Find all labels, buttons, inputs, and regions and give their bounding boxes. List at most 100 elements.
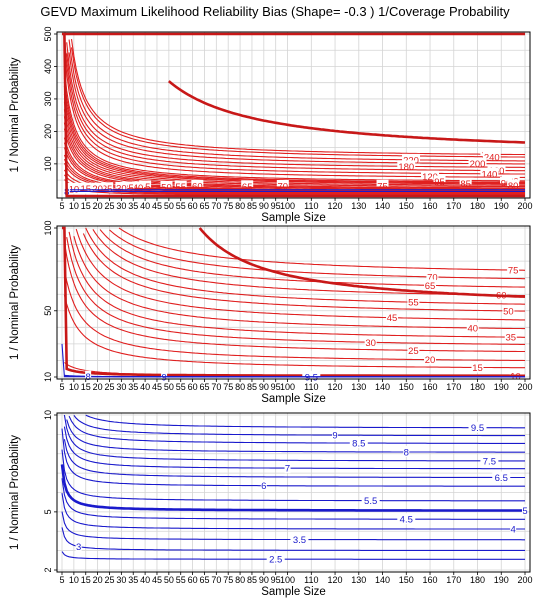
contour-label: 55	[408, 298, 419, 309]
x-tick-label: 90	[259, 575, 269, 585]
contour-label: 4.5	[400, 515, 413, 526]
contour-label-bg	[75, 540, 82, 552]
contour-label-bg	[492, 471, 511, 483]
contour-line	[63, 77, 525, 183]
x-tick-label: 130	[351, 201, 366, 211]
y-tick-label: 200	[43, 124, 53, 139]
contour-line	[62, 32, 525, 198]
x-tick-label: 180	[470, 201, 485, 211]
x-tick-label: 5	[59, 201, 64, 211]
contour-line	[63, 269, 526, 362]
contour-line	[167, 80, 526, 144]
x-tick-label: 80	[235, 382, 245, 392]
chart-title: GEVD Maximum Likelihood Reliability Bias…	[40, 4, 510, 19]
contour-label: 40	[467, 323, 478, 334]
x-tick-label: 140	[375, 382, 390, 392]
contour-label: 4	[510, 525, 515, 536]
contour-label-bg	[403, 445, 410, 457]
x-tick-label: 50	[164, 382, 174, 392]
y-axis-label: 1 / Nominal Probability	[9, 435, 21, 550]
contour-label-bg	[507, 179, 520, 191]
contour-label: 9	[161, 372, 166, 383]
x-tick-label: 95	[271, 382, 281, 392]
x-tick-label: 160	[423, 382, 438, 392]
contour-line	[62, 33, 525, 191]
y-tick-label: 500	[43, 26, 53, 41]
contour-label: 65	[425, 281, 436, 292]
x-tick-label: 100	[280, 201, 295, 211]
contour-label: 8	[404, 447, 409, 458]
x-tick-label: 55	[176, 575, 186, 585]
y-tick-label: 100	[43, 156, 53, 171]
y-axis-label: 1 / Nominal Probability	[9, 245, 21, 360]
contour-label-bg	[115, 181, 128, 193]
contour-label-bg	[522, 504, 528, 516]
contour-line	[118, 227, 526, 271]
x-tick-label: 120	[328, 201, 343, 211]
y-tick-label: 50	[43, 306, 53, 316]
contour-line	[61, 551, 525, 560]
x-tick-label: 70	[211, 575, 221, 585]
contour-line	[63, 116, 525, 189]
x-tick-label: 15	[81, 382, 91, 392]
y-tick-label: 300	[43, 91, 53, 106]
contour-line	[75, 228, 525, 321]
contour-line	[63, 294, 525, 369]
x-tick-label: 20	[93, 382, 103, 392]
x-tick-label: 40	[140, 201, 150, 211]
contour-line	[61, 428, 525, 487]
contour-label: 5.5	[364, 496, 377, 507]
x-tick-label: 10	[69, 201, 79, 211]
contour-line	[61, 449, 525, 502]
x-tick-label: 170	[446, 382, 461, 392]
contour-label: 70	[427, 272, 438, 283]
contour-label: 240	[484, 152, 500, 163]
contour-line	[99, 229, 525, 288]
contour-line	[109, 229, 525, 280]
y-tick-label: 100	[43, 220, 53, 235]
contour-label: 7	[285, 464, 290, 475]
x-tick-label: 50	[164, 201, 174, 211]
x-tick-label: 200	[517, 575, 532, 585]
x-tick-label: 45	[152, 575, 162, 585]
contour-line	[66, 42, 525, 168]
contour-line	[62, 226, 525, 378]
x-tick-label: 65	[199, 575, 209, 585]
contour-label-bg	[131, 181, 144, 193]
contour-line	[73, 235, 525, 330]
y-tick-label: 5	[43, 509, 53, 514]
x-tick-label: 30	[116, 201, 126, 211]
x-tick-label: 180	[470, 575, 485, 585]
x-tick-label: 60	[188, 575, 198, 585]
contour-label: 75	[508, 266, 519, 277]
contour-line	[66, 419, 525, 453]
contour-label: 35	[505, 333, 516, 344]
contour-label-bg	[500, 177, 513, 189]
x-tick-label: 140	[375, 575, 390, 585]
contour-label-bg	[364, 336, 377, 348]
x-tick-label: 30	[116, 575, 126, 585]
contour-line	[63, 439, 525, 479]
contour-label-bg	[191, 179, 204, 191]
x-tick-label: 150	[399, 575, 414, 585]
x-tick-label: 45	[152, 382, 162, 392]
x-tick-label: 45	[152, 201, 162, 211]
x-tick-label: 190	[494, 201, 509, 211]
x-tick-label: 30	[116, 382, 126, 392]
x-tick-label: 40	[140, 575, 150, 585]
contour-label-bg	[468, 421, 487, 433]
contour-label: 8	[85, 372, 90, 383]
contour-line	[63, 47, 525, 178]
x-tick-label: 160	[423, 201, 438, 211]
x-axis-label: Sample Size	[261, 586, 326, 598]
x-tick-label: 40	[140, 382, 150, 392]
contour-label: 140	[481, 169, 497, 180]
contour-line	[66, 236, 525, 345]
x-tick-label: 20	[93, 575, 103, 585]
contour-line	[60, 464, 526, 512]
contour-label-bg	[471, 361, 484, 373]
contour-line	[63, 414, 525, 462]
contour-line	[61, 478, 525, 520]
contour-label: 15	[472, 363, 483, 374]
x-tick-label: 60	[188, 201, 198, 211]
